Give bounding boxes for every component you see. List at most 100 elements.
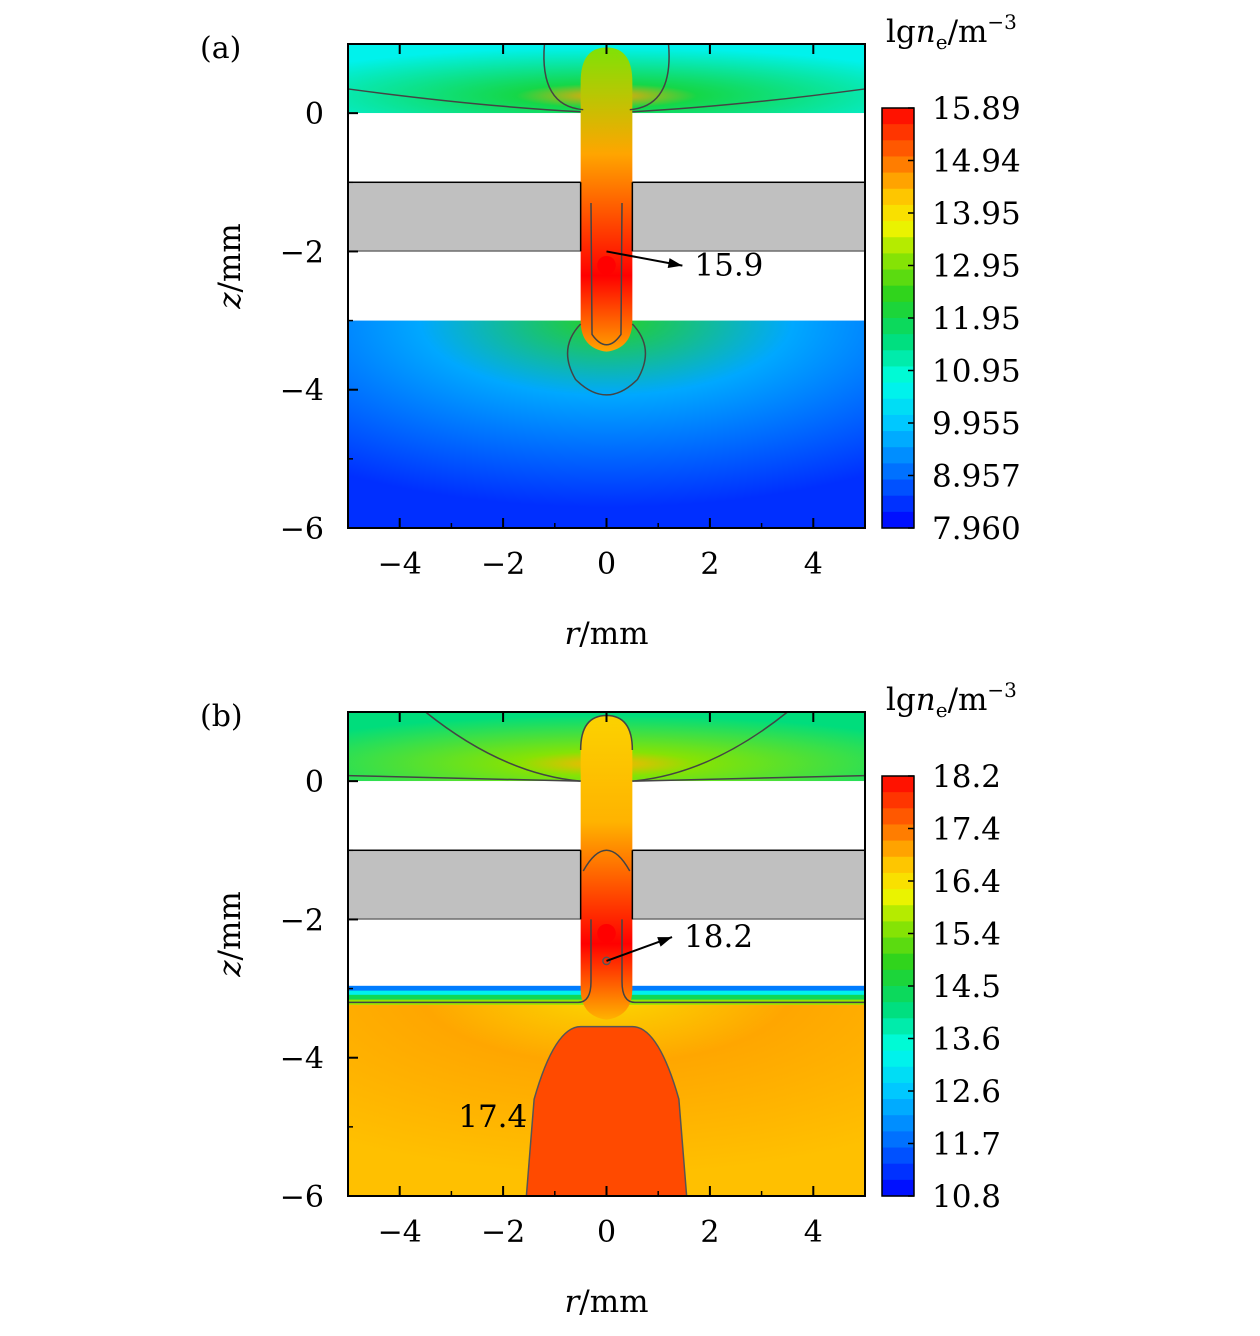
colorbar-band xyxy=(882,285,914,303)
colorbar-band xyxy=(882,414,914,432)
colorbar-tick-label: 10.8 xyxy=(932,1179,1001,1215)
colorbar-band xyxy=(882,172,914,190)
core-max-region xyxy=(597,255,616,275)
y-axis-unit: /mm xyxy=(212,891,248,960)
colorbar-band xyxy=(882,1018,914,1036)
x-tick-label: −4 xyxy=(378,1215,422,1250)
contour-line xyxy=(629,43,670,111)
colorbar-band xyxy=(882,840,914,858)
y-axis-var: z xyxy=(212,292,248,310)
colorbar-band xyxy=(882,108,914,125)
y-tick-label: −6 xyxy=(280,1180,324,1215)
contour-line xyxy=(632,711,788,782)
colorbar-band xyxy=(882,269,914,287)
y-tick-label: −2 xyxy=(280,235,324,270)
colorbar-title: lgne/m−3 xyxy=(886,678,1017,722)
colorbar-band xyxy=(882,1002,914,1019)
colorbar-band xyxy=(882,253,914,271)
y-axis-var: z xyxy=(212,960,248,978)
y-tick-label: −4 xyxy=(280,1042,324,1077)
x-tick-label: −2 xyxy=(481,1215,525,1250)
colorbar-band xyxy=(882,221,914,238)
colorbar-band xyxy=(882,1050,914,1068)
colorbar-band xyxy=(882,447,914,464)
contour-line xyxy=(347,774,581,782)
x-axis-label: r/mm xyxy=(564,616,648,652)
colorbar-tick-label: 13.6 xyxy=(932,1022,1001,1058)
y-tick-label: 0 xyxy=(305,765,324,800)
colorbar-band xyxy=(882,889,914,906)
bottom-plasma-region xyxy=(348,320,865,528)
colorbar-band xyxy=(882,495,914,513)
colorbar-band xyxy=(882,1131,914,1149)
contour-line xyxy=(425,711,581,782)
colorbar-tick-label: 7.960 xyxy=(932,511,1021,547)
colorbar-tick-label: 15.4 xyxy=(932,917,1001,953)
colorbar-band xyxy=(882,953,914,971)
contour-line xyxy=(632,88,866,113)
annotation-label: 18.2 xyxy=(684,919,753,955)
x-tick-label: 0 xyxy=(597,547,616,582)
contour-line xyxy=(348,919,592,1004)
colorbar-band xyxy=(882,479,914,497)
colorbar-tick-label: 18.2 xyxy=(932,759,1001,795)
colorbar-band xyxy=(882,511,914,529)
colorbar-band xyxy=(882,792,914,809)
colorbar-band xyxy=(882,237,914,254)
colorbar-band xyxy=(882,1163,914,1181)
colorbar-band xyxy=(882,905,914,922)
colorbar-tick-label: 9.955 xyxy=(932,406,1021,442)
x-tick-label: 0 xyxy=(597,1215,616,1250)
contour-line xyxy=(590,203,623,346)
y-tick-label: −2 xyxy=(280,903,324,938)
x-tick-label: 4 xyxy=(804,547,823,582)
colorbar-band xyxy=(882,124,914,141)
colorbar-band xyxy=(882,188,914,206)
colorbar-band xyxy=(882,1147,914,1165)
colorbar-tick-label: 12.95 xyxy=(932,249,1021,285)
y-axis-label: z/mm xyxy=(212,891,248,978)
colorbar-band xyxy=(882,318,914,335)
contour-line xyxy=(632,774,866,782)
annotation-arrow-head xyxy=(667,258,683,268)
y-tick-label: 0 xyxy=(305,97,324,132)
annotation-label: 17.4 xyxy=(458,1099,527,1135)
x-axis-unit: /mm xyxy=(579,1284,648,1320)
colorbar-tick-label: 14.5 xyxy=(932,969,1001,1005)
colorbar-band xyxy=(882,1034,914,1052)
colorbar-tick-label: 17.4 xyxy=(932,812,1001,848)
core-max-region xyxy=(597,923,616,943)
x-tick-label: 2 xyxy=(700,547,719,582)
colorbar-band xyxy=(882,1115,914,1132)
y-axis-label: z/mm xyxy=(212,223,248,310)
jet-channel xyxy=(580,47,633,352)
x-tick-label: 2 xyxy=(700,1215,719,1250)
jet-channel xyxy=(580,715,633,1020)
plume-region xyxy=(525,1025,688,1197)
panel-label: (a) xyxy=(200,31,241,66)
x-axis-label: r/mm xyxy=(564,1284,648,1320)
colorbar-band xyxy=(882,1066,914,1084)
colorbar-band xyxy=(882,1099,914,1116)
panel-a: −4 −2 0 2 40−2−4−6r/mmz/mm(a)15.915.8914.941… xyxy=(200,10,1021,652)
contour-line xyxy=(621,919,865,1004)
colorbar-band xyxy=(882,776,914,793)
colorbar-band xyxy=(882,301,914,319)
colorbar-band xyxy=(882,969,914,987)
colorbar-band xyxy=(882,366,914,384)
colorbar-band xyxy=(882,921,914,939)
colorbar-band xyxy=(882,204,914,222)
x-tick-label: −4 xyxy=(378,547,422,582)
colorbar-band xyxy=(882,872,914,890)
colorbar-band xyxy=(882,856,914,874)
x-axis-var: r xyxy=(564,1284,581,1320)
colorbar-band xyxy=(882,431,914,448)
colorbar-tick-label: 14.94 xyxy=(932,144,1021,180)
colorbar-band xyxy=(882,937,914,955)
contour-line xyxy=(582,849,631,872)
panel-label: (b) xyxy=(200,699,243,734)
colorbar-band xyxy=(882,350,914,368)
colorbar-tick-label: 11.7 xyxy=(932,1127,1001,1163)
colorbar-tick-label: 8.957 xyxy=(932,459,1021,495)
contour-line xyxy=(543,43,584,111)
